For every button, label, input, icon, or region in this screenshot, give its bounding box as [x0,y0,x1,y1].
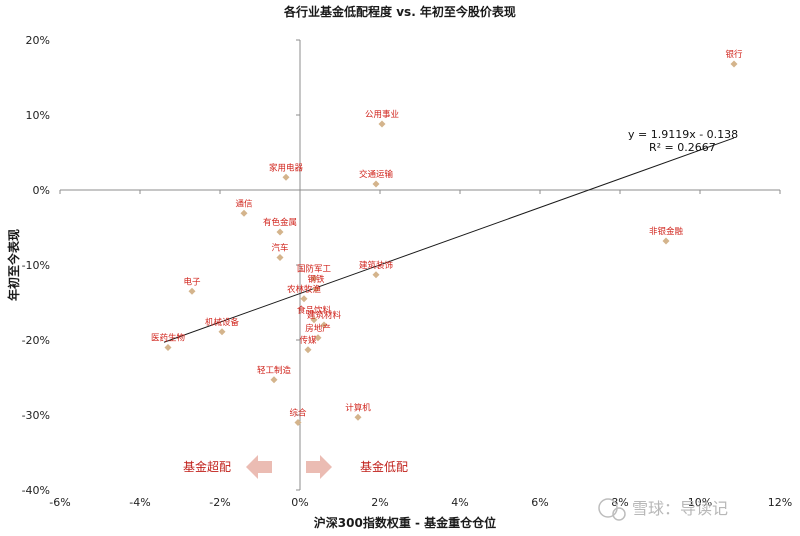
y-tick-label: -20% [22,334,50,347]
data-point [310,275,318,282]
data-point [282,173,290,181]
data-point-label: 钢铁 [307,274,325,285]
overweight-annotation: 基金超配 [183,455,272,479]
data-point-label: 综合 [289,408,307,419]
data-point [240,209,248,217]
x-tick-label: 4% [451,496,468,509]
x-axis-title: 沪深300指数权重 - 基金重仓仓位 [314,515,496,530]
data-point [300,295,308,303]
overweight-label: 基金超配 [183,459,231,474]
x-tick-label: 2% [371,496,388,509]
y-tick-label: 10% [26,109,50,122]
x-tick-label: 12% [768,496,792,509]
data-point-label: 国防军工 [297,264,332,275]
data-point [372,271,380,279]
underweight-annotation: 基金低配 [306,455,408,479]
snowball-logo-small-icon [612,507,626,521]
data-point-label: 建筑材料 [307,310,342,321]
watermark-text: 雪球：导读记 [632,499,728,518]
left-arrow-icon [246,455,272,479]
right-arrow-icon [306,455,332,479]
data-point-label: 食品饮料 [297,305,332,316]
x-tick-label: 8% [611,496,628,509]
x-tick-label: -2% [209,496,230,509]
data-point-label: 交通运输 [359,169,394,180]
x-tick-label: 10% [688,496,712,509]
data-point-label: 非银金融 [649,226,684,237]
y-tick-label: 0% [33,184,50,197]
trend-r2: R² = 0.2667 [649,141,716,154]
trendline-path [163,137,735,343]
data-point [218,328,226,336]
y-axis-title: 年初至今表现 [6,229,21,301]
underweight-label: 基金低配 [360,459,408,474]
data-point-label: 轻工制造 [257,365,292,376]
data-point-label: 计算机 [345,402,371,413]
data-point [310,316,318,324]
trendline [163,137,735,343]
data-points [164,60,738,426]
watermark: 雪球：导读记 [598,498,728,521]
data-point-label: 汽车 [271,243,288,254]
data-point [378,120,386,128]
data-point-label: 银行 [725,49,743,60]
data-point [270,376,278,384]
data-point-label: 电子 [183,276,201,287]
data-point [304,346,312,354]
y-tick-label: -40% [22,484,50,497]
x-tick-label: 0% [291,496,308,509]
data-point-label: 有色金属 [263,217,297,228]
data-point [730,60,738,68]
data-point [188,287,196,295]
data-point-label: 建筑装饰 [359,260,394,271]
chart-title: 各行业基金低配程度 vs. 年初至今股价表现 [283,4,516,19]
trend-equation: y = 1.9119x - 0.138 [628,128,738,141]
data-point [164,344,172,351]
data-point-label: 公用事业 [365,109,399,120]
data-point [294,419,302,426]
data-point [314,334,322,342]
data-point-label: 通信 [235,198,253,209]
data-point [276,228,284,236]
y-tick-label: -10% [22,259,50,272]
data-point [662,237,670,245]
data-point [276,254,284,261]
y-tick-label: -30% [22,409,50,422]
x-tick-label: -4% [129,496,150,509]
data-point-label: 房地产 [305,323,331,334]
data-point-label: 农林牧渔 [287,284,322,295]
data-point-label: 家用电器 [269,162,304,173]
y-tick-label: 20% [26,34,50,47]
x-tick-label: -6% [49,496,70,509]
data-point [354,413,362,421]
data-point-label: 医药生物 [151,333,186,344]
data-point [372,180,380,188]
x-tick-label: 6% [531,496,548,509]
data-point-label: 传媒 [299,335,317,346]
axes: -6% -4% -2% 0% 2% 4% 6% 8% 10% 12% 20% 10% 0% -10% -20… [22,34,793,509]
data-point [312,285,320,293]
data-point-label: 机械设备 [205,317,240,328]
data-point [320,321,328,329]
